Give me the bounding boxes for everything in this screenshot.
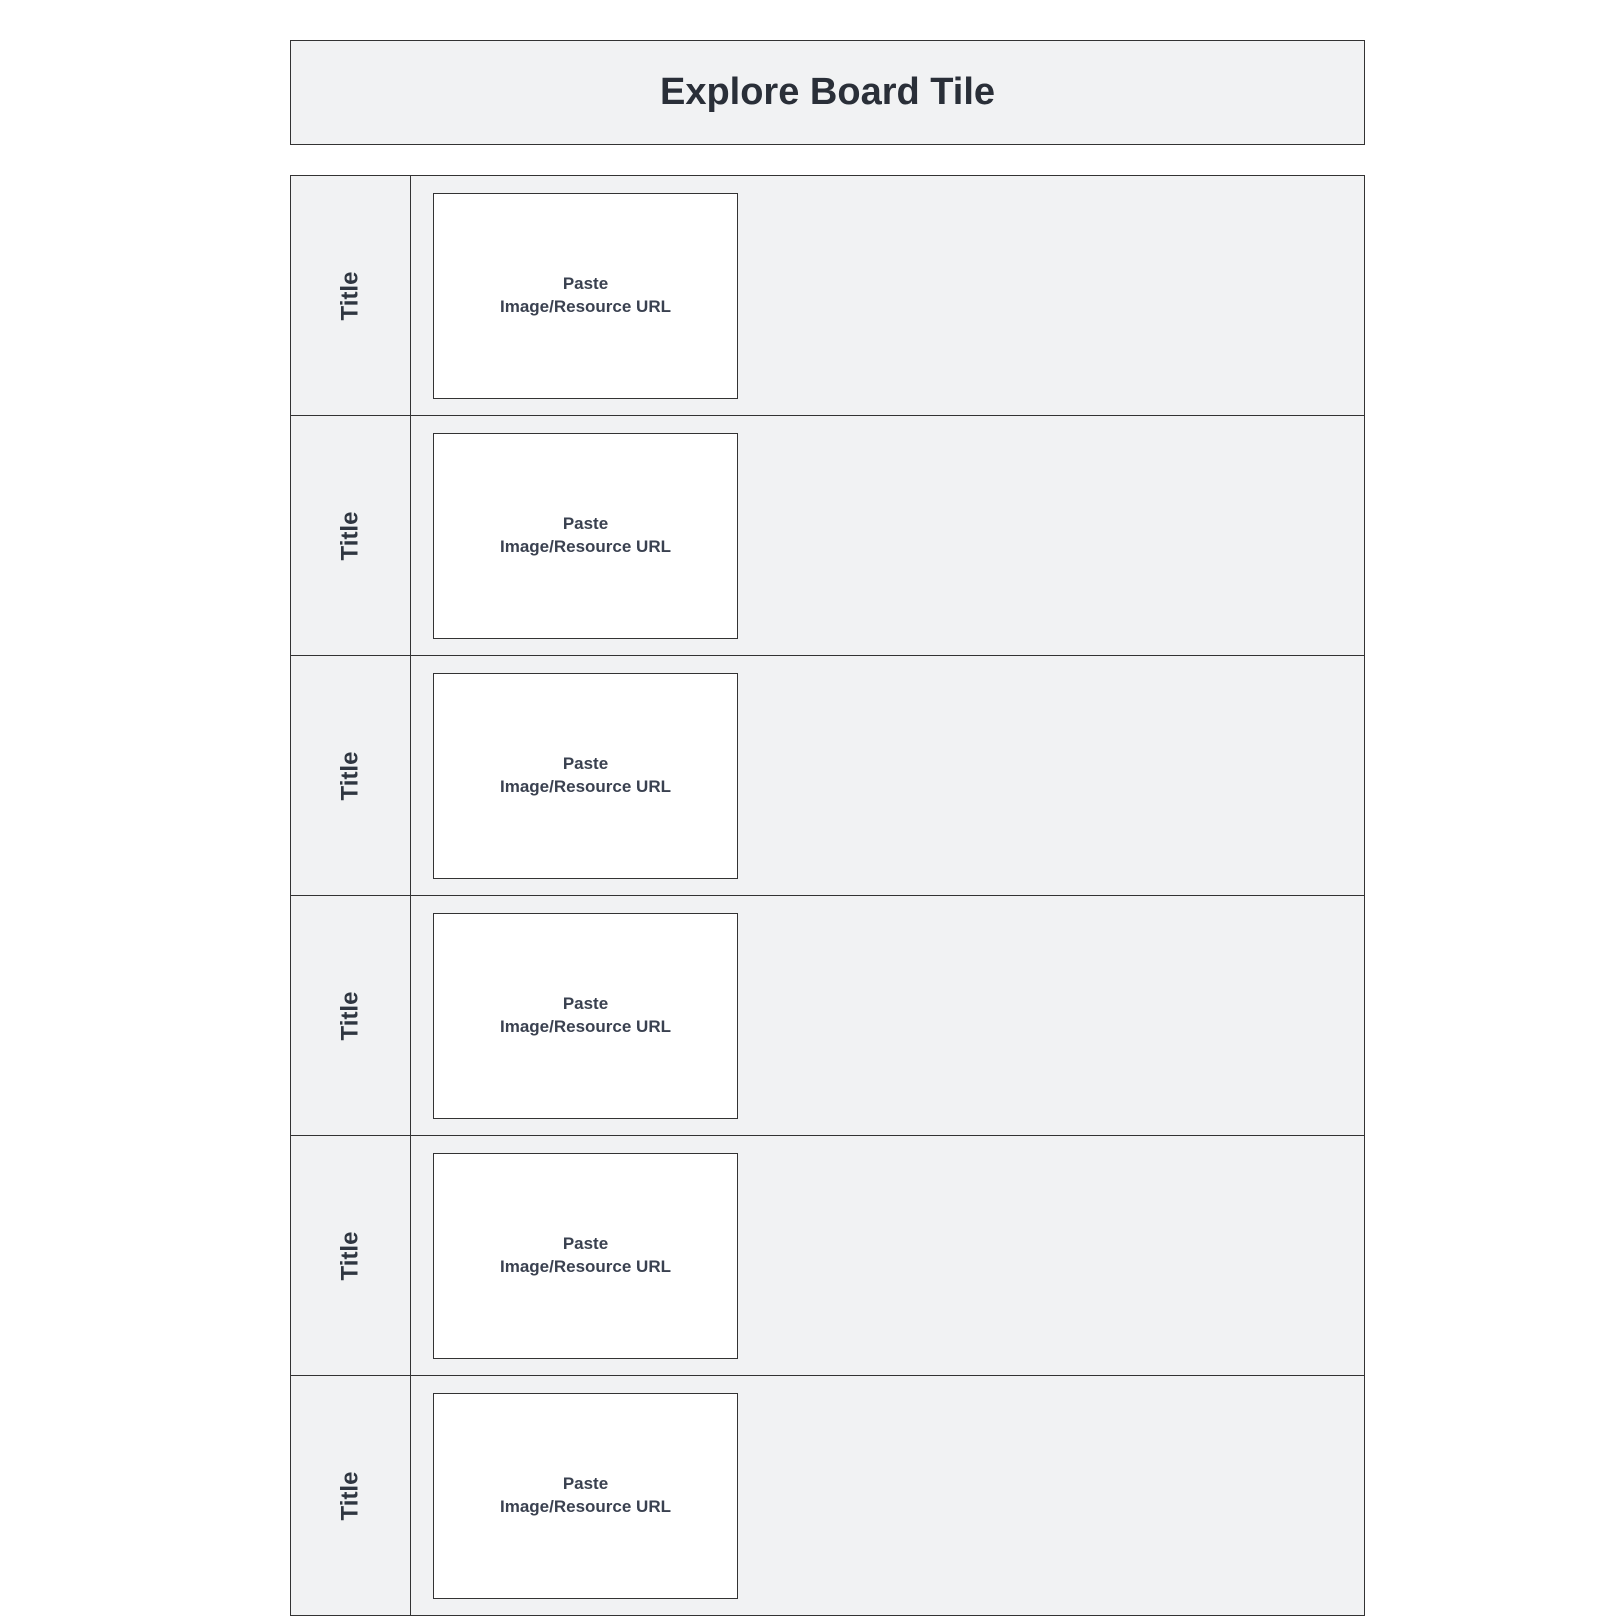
row-title: Title — [337, 751, 365, 800]
placeholder-line1: Paste — [500, 1473, 671, 1496]
header-title: Explore Board Tile — [660, 71, 995, 114]
placeholder-line2: Image/Resource URL — [500, 1016, 671, 1039]
image-resource-box[interactable]: PasteImage/Resource URL — [433, 433, 738, 639]
content-cell: PasteImage/Resource URL — [411, 176, 1364, 415]
title-cell[interactable]: Title — [291, 656, 411, 895]
content-cell: PasteImage/Resource URL — [411, 656, 1364, 895]
image-placeholder-text: PasteImage/Resource URL — [500, 1473, 671, 1519]
table-row: Title PasteImage/Resource URL — [291, 1136, 1364, 1376]
image-placeholder-text: PasteImage/Resource URL — [500, 993, 671, 1039]
table-row: Title PasteImage/Resource URL — [291, 896, 1364, 1136]
image-placeholder-text: PasteImage/Resource URL — [500, 513, 671, 559]
placeholder-line1: Paste — [500, 753, 671, 776]
title-cell[interactable]: Title — [291, 896, 411, 1135]
board-table: TitlePasteImage/Resource URLTitlePasteIm… — [290, 175, 1365, 1616]
title-cell[interactable]: Title — [291, 176, 411, 415]
content-cell: PasteImage/Resource URL — [411, 896, 1364, 1135]
row-title: Title — [337, 271, 365, 320]
image-resource-box[interactable]: PasteImage/Resource URL — [433, 1153, 738, 1359]
image-resource-box[interactable]: PasteImage/Resource URL — [433, 673, 738, 879]
content-cell: PasteImage/Resource URL — [411, 416, 1364, 655]
title-cell[interactable]: Title — [291, 1136, 411, 1375]
table-row: Title PasteImage/Resource URL — [291, 656, 1364, 896]
content-cell: PasteImage/Resource URL — [411, 1376, 1364, 1615]
placeholder-line1: Paste — [500, 993, 671, 1016]
image-placeholder-text: PasteImage/Resource URL — [500, 273, 671, 319]
image-resource-box[interactable]: PasteImage/Resource URL — [433, 1393, 738, 1599]
placeholder-line2: Image/Resource URL — [500, 1256, 671, 1279]
row-title: Title — [337, 1471, 365, 1520]
content-cell: PasteImage/Resource URL — [411, 1136, 1364, 1375]
image-placeholder-text: PasteImage/Resource URL — [500, 1233, 671, 1279]
image-placeholder-text: PasteImage/Resource URL — [500, 753, 671, 799]
image-resource-box[interactable]: PasteImage/Resource URL — [433, 913, 738, 1119]
title-cell[interactable]: Title — [291, 1376, 411, 1615]
placeholder-line2: Image/Resource URL — [500, 296, 671, 319]
table-row: Title PasteImage/Resource URL — [291, 176, 1364, 416]
placeholder-line2: Image/Resource URL — [500, 1496, 671, 1519]
image-resource-box[interactable]: PasteImage/Resource URL — [433, 193, 738, 399]
row-title: Title — [337, 511, 365, 560]
table-row: Title PasteImage/Resource URL — [291, 416, 1364, 656]
table-row: Title PasteImage/Resource URL — [291, 1376, 1364, 1616]
title-cell[interactable]: Title — [291, 416, 411, 655]
placeholder-line2: Image/Resource URL — [500, 536, 671, 559]
header-box: Explore Board Tile — [290, 40, 1365, 145]
placeholder-line1: Paste — [500, 273, 671, 296]
placeholder-line1: Paste — [500, 513, 671, 536]
placeholder-line1: Paste — [500, 1233, 671, 1256]
canvas: Explore Board Tile TitlePasteImage/Resou… — [0, 0, 1600, 1600]
row-title: Title — [337, 1231, 365, 1280]
row-title: Title — [337, 991, 365, 1040]
placeholder-line2: Image/Resource URL — [500, 776, 671, 799]
